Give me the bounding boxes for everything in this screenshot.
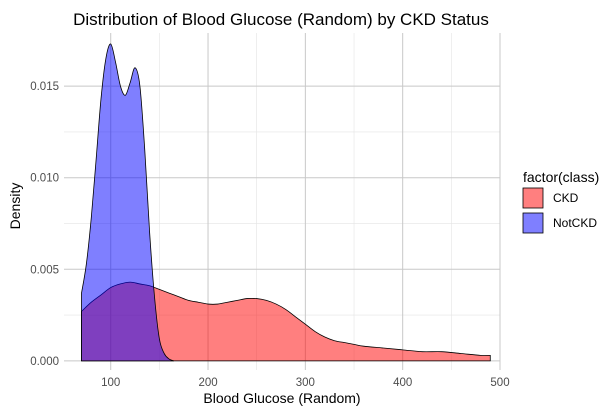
- y-tick-label: 0.005: [30, 264, 59, 276]
- x-axis-title: Blood Glucose (Random): [203, 390, 360, 406]
- x-tick-label: 200: [198, 377, 217, 389]
- y-tick-label: 0.000: [30, 356, 59, 368]
- y-axis-title: Density: [7, 183, 23, 230]
- density-areas: [81, 43, 491, 362]
- legend-label-notckd: NotCKD: [553, 216, 597, 230]
- x-tick-label: 500: [490, 377, 509, 389]
- x-tick-label: 100: [101, 377, 120, 389]
- y-axis-ticks: 0.000 0.005 0.010 0.015: [30, 81, 59, 368]
- legend-key-ckd: [522, 187, 544, 209]
- x-tick-label: 400: [393, 377, 412, 389]
- y-tick-label: 0.010: [30, 173, 59, 185]
- y-tick-label: 0.015: [30, 81, 59, 93]
- chart-title: Distribution of Blood Glucose (Random) b…: [73, 10, 489, 29]
- legend-title: factor(class): [523, 169, 599, 185]
- legend-label-ckd: CKD: [553, 191, 579, 205]
- legend-key-notckd: [522, 212, 544, 234]
- density-area-notckd: [81, 43, 175, 362]
- x-tick-label: 300: [296, 377, 315, 389]
- x-axis-ticks: 100 200 300 400 500: [101, 377, 509, 389]
- legend: factor(class) CKD NotCKD: [522, 169, 599, 234]
